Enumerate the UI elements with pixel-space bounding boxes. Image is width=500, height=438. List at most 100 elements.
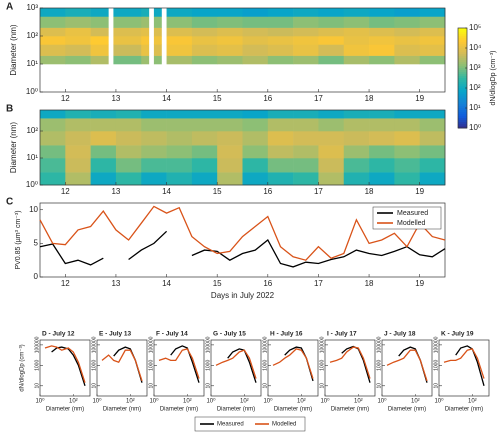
heatmap-cell	[343, 131, 370, 146]
heatmap-cell	[369, 118, 395, 132]
colorbar-tick-label: 10²	[469, 83, 481, 92]
heatmap-cell	[343, 36, 370, 45]
colorbar-step	[458, 98, 467, 101]
heatmap-cell	[318, 8, 345, 17]
x-tick-label: 14	[162, 94, 171, 103]
x-tick-label: 10⁰	[206, 398, 216, 405]
y-tick-label: 10	[319, 383, 325, 389]
heatmap-cell	[217, 8, 243, 17]
panel-title: K - July 19	[441, 331, 474, 338]
x-axis-label: Diameter (nm)	[388, 407, 426, 413]
x-axis-label: Days in July 2022	[211, 291, 275, 300]
y-tick-label: 1000	[205, 360, 211, 371]
heatmap-cell	[166, 172, 193, 186]
x-tick-label: 10⁰	[149, 398, 159, 405]
heatmap-cell	[267, 44, 294, 56]
heatmap-cell	[318, 158, 345, 173]
colorbar-step	[458, 114, 467, 117]
heatmap-cell	[191, 145, 218, 159]
x-tick-label: 15	[213, 94, 222, 103]
heatmap-cell	[115, 145, 142, 159]
colorbar-step	[458, 100, 467, 103]
colorbar-step	[458, 70, 467, 73]
heatmap-cell	[293, 172, 319, 186]
heatmap-cell	[343, 118, 370, 132]
heatmap-cell	[141, 27, 150, 37]
y-tick-label: 10	[34, 383, 40, 389]
x-tick-label: 10⁰	[320, 398, 330, 405]
y-tick-label: 100000	[148, 336, 154, 353]
heatmap-cell	[40, 44, 66, 56]
plot-frame	[39, 7, 446, 93]
heatmap-cell	[40, 27, 66, 37]
heatmap-cell	[419, 110, 446, 119]
colorbar-step	[458, 64, 467, 67]
heatmap-cell	[191, 110, 218, 119]
colorbar-step	[458, 78, 467, 81]
colorbar-step	[458, 112, 467, 115]
heatmap-cell	[293, 36, 319, 45]
colorbar-step	[458, 74, 467, 77]
x-tick-label: 10²	[69, 399, 78, 405]
heatmap-cell	[293, 145, 319, 159]
heatmap-cell	[369, 8, 395, 17]
colorbar-step	[458, 46, 467, 49]
plot-frame	[210, 339, 262, 397]
heatmap-cell	[419, 118, 446, 132]
heatmap-cell	[40, 36, 66, 45]
heatmap-cell	[115, 110, 142, 119]
heatmap-cell	[40, 131, 66, 146]
heatmap-cell	[65, 110, 91, 119]
heatmap-cell	[40, 145, 66, 159]
y-tick-label: 10¹	[26, 153, 38, 162]
heatmap-cell	[293, 158, 319, 173]
heatmap-cell	[419, 16, 446, 28]
y-axis-label: dN/dlogDp (cm⁻³)	[20, 344, 26, 391]
plot-frame	[39, 109, 446, 186]
x-axis-label: Diameter (nm)	[217, 407, 255, 413]
heatmap-cell	[394, 27, 420, 37]
heatmap-cell	[65, 55, 91, 65]
heatmap-cell	[141, 145, 167, 159]
heatmap-cell	[141, 8, 150, 17]
colorbar-step	[458, 104, 467, 107]
colorbar-step	[458, 94, 467, 97]
colorbar-step	[458, 72, 467, 75]
heatmap-cell	[166, 55, 193, 65]
heatmap-cell	[90, 145, 117, 159]
heatmap-cell	[217, 55, 243, 65]
heatmap-cell	[293, 44, 319, 56]
heatmap-cell	[153, 8, 162, 17]
y-tick-label: 10²	[26, 31, 38, 40]
colorbar-step	[458, 48, 467, 51]
series-line	[227, 348, 257, 383]
panel-title: G - July 15	[213, 331, 246, 338]
x-tick-label: 18	[365, 279, 374, 288]
heatmap-cell	[65, 172, 91, 186]
heatmap-cell	[115, 172, 142, 186]
y-tick-label: 10	[433, 383, 439, 389]
heatmap-cell	[217, 16, 243, 28]
colorbar-step	[458, 60, 467, 63]
heatmap-cell	[166, 27, 193, 37]
colorbar-step	[458, 42, 467, 45]
y-tick-label: 10²	[26, 126, 38, 135]
x-tick-label: 19	[415, 279, 424, 288]
plot-frame	[381, 339, 433, 397]
heatmap-cell	[90, 172, 117, 186]
heatmap-cell	[267, 8, 294, 17]
heatmap-cell	[191, 118, 218, 132]
heatmap-cell	[394, 16, 420, 28]
heatmap-cell	[141, 44, 150, 56]
heatmap-cell	[141, 172, 167, 186]
panel-label: C	[6, 197, 13, 208]
heatmap-cell	[166, 158, 193, 173]
heatmap-cell	[153, 16, 162, 28]
y-tick-label: 1000	[148, 360, 154, 371]
x-tick-label: 19	[415, 94, 424, 103]
x-tick-label: 18	[365, 187, 374, 196]
heatmap-cell	[267, 145, 294, 159]
plot-frame	[39, 339, 91, 397]
heatmap-cell	[191, 8, 218, 17]
heatmap-cell	[65, 16, 91, 28]
